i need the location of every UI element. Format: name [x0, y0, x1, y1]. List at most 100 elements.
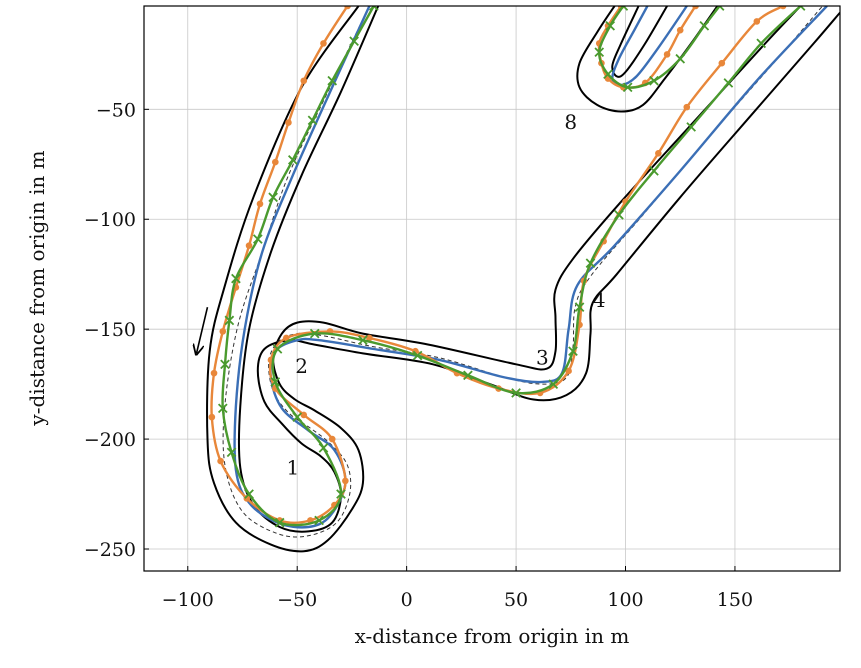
trajectory-point	[208, 413, 216, 421]
x-axis-label: x-distance from origin in m	[355, 624, 630, 648]
trajectory-point	[718, 59, 726, 67]
y-tick-label: −250	[84, 539, 136, 561]
trajectory-point	[292, 412, 303, 422]
trajectory-point	[779, 6, 787, 10]
direction-arrow	[197, 307, 209, 353]
trajectory-point	[692, 6, 699, 10]
trajectory-point	[328, 435, 336, 443]
track-centerline	[222, 6, 823, 538]
trajectory-point	[574, 302, 585, 313]
trajectory-point	[511, 388, 521, 398]
trajectory-point	[307, 115, 318, 126]
trajectory-point	[256, 200, 264, 208]
trajectory-point	[568, 346, 578, 356]
trajectory-point	[618, 6, 629, 11]
trajectory-point	[675, 53, 686, 64]
trajectory-point	[210, 369, 218, 377]
trajectory-point	[336, 489, 346, 499]
y-tick-label: −200	[84, 429, 136, 451]
trajectory-point	[309, 328, 320, 339]
trajectory-point	[649, 166, 659, 176]
corner-label: 2	[295, 354, 308, 378]
trajectory-point	[272, 344, 283, 354]
trajectory-point	[300, 411, 308, 419]
track-boundary	[237, 6, 840, 533]
grid	[144, 6, 840, 571]
trajectory-point	[252, 234, 263, 244]
track-boundary	[206, 6, 802, 553]
trajectory-point	[585, 258, 596, 269]
trajectory-point	[699, 20, 710, 31]
trajectory-point	[614, 210, 624, 220]
trajectory-point	[366, 334, 373, 342]
track-boundary	[611, 6, 668, 78]
trajectory-point	[344, 6, 351, 10]
trajectory-point	[723, 78, 734, 88]
x-tick-label: 0	[401, 589, 413, 611]
trajectory-point	[274, 517, 285, 528]
y-tick-label: −150	[84, 319, 136, 341]
y-axis-label: y-distance from origin in m	[25, 150, 49, 426]
trajectory-point	[217, 457, 224, 465]
trajectory-point	[245, 242, 253, 249]
trajectory-point	[327, 75, 338, 86]
trajectory-point	[219, 328, 227, 335]
trajectory-point	[594, 47, 605, 58]
trajectory-point	[349, 36, 359, 47]
trajectory-point	[231, 273, 241, 284]
corner-label: 1	[286, 455, 299, 479]
axis-ticks: −100 −50 0 50 100 150 −50 −100 −150 −200 −250	[84, 99, 753, 611]
x-tick-label: −100	[162, 589, 214, 611]
corner-label: 3	[536, 345, 549, 369]
trajectory-point	[649, 75, 659, 86]
x-tick-label: 100	[607, 589, 643, 611]
trajectory-point	[318, 443, 329, 453]
trajectory-point	[314, 515, 324, 526]
trajectory-point	[226, 447, 237, 458]
y-tick-label: −100	[84, 209, 136, 231]
trajectory-point	[268, 192, 278, 203]
trajectory-point	[753, 18, 761, 25]
x-tick-label: 50	[504, 589, 528, 611]
x-tick-label: 150	[717, 589, 753, 611]
trajectory-point	[300, 77, 308, 85]
trajectory-point	[224, 315, 235, 326]
trajectory-point	[686, 122, 697, 132]
trajectory-point	[272, 158, 279, 166]
trajectory-point	[270, 377, 281, 387]
trajectory-point	[714, 6, 725, 11]
trajectory-point	[358, 335, 368, 345]
trajectory-point	[244, 489, 254, 499]
trajectory-point	[795, 6, 806, 11]
trajectory-line	[597, 6, 697, 89]
corner-label: 4	[593, 288, 606, 312]
trajectory-point	[285, 119, 292, 126]
plot-frame	[143, 5, 841, 572]
trajectory-point	[287, 155, 298, 165]
corner-label: 8	[564, 110, 577, 134]
trajectory-point	[220, 359, 230, 370]
trajectory-point	[412, 350, 423, 361]
trajectory-line	[210, 6, 784, 524]
x-tick-label: −50	[277, 589, 317, 611]
trajectory-point	[565, 367, 572, 375]
trajectory-point	[676, 26, 684, 34]
y-tick-label: −50	[96, 99, 136, 121]
trajectory-point	[756, 38, 767, 49]
trajectory-point	[683, 103, 691, 111]
trajectory-point	[663, 51, 671, 58]
trajectory-point	[655, 149, 662, 157]
trajectory-point	[548, 379, 559, 389]
trajectories	[208, 6, 828, 529]
trajectory-point	[603, 69, 613, 79]
trajectory-point	[622, 82, 633, 93]
trajectory-point	[605, 20, 616, 31]
annotations: 1 2 3 4 8	[197, 110, 606, 479]
trajectory-line	[221, 6, 802, 527]
trajectory-point	[342, 477, 349, 485]
trajectory-point	[282, 334, 290, 342]
trajectory-point	[368, 6, 379, 11]
trajectory-point	[217, 403, 228, 414]
